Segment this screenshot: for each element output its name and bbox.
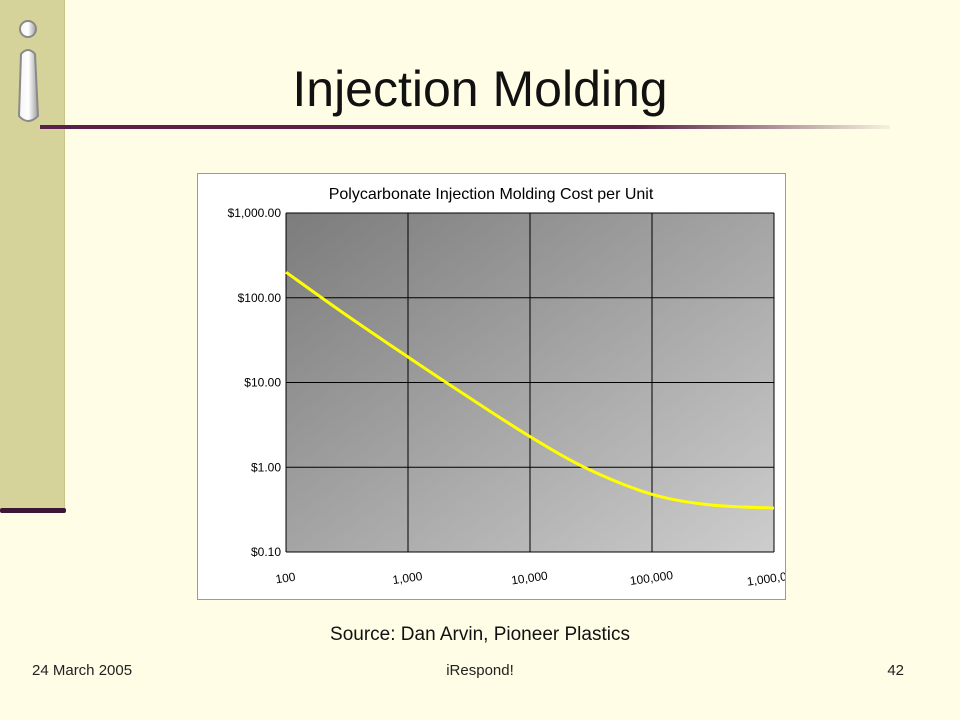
y-tick-label: $1,000.00 <box>228 206 282 220</box>
y-tick-label: $10.00 <box>244 376 281 390</box>
x-tick-label: 10,000 <box>510 569 549 588</box>
page-number: 42 <box>887 662 904 679</box>
footer-presenter: iRespond! <box>446 662 514 679</box>
y-tick-label: $100.00 <box>238 291 282 305</box>
sidebar-rule <box>0 508 66 513</box>
source-caption: Source: Dan Arvin, Pioneer Plastics <box>330 624 630 645</box>
cost-chart: Polycarbonate Injection Molding Cost per… <box>228 186 785 589</box>
cost-curve <box>285 270 775 510</box>
x-tick-label: 100 <box>275 570 297 587</box>
x-tick-label: 1,000 <box>392 569 424 587</box>
y-tick-label: $0.10 <box>251 545 281 559</box>
info-icon <box>17 20 40 122</box>
x-tick-label: 100,000 <box>629 568 674 588</box>
chart-container: Polycarbonate Injection Molding Cost per… <box>197 173 786 600</box>
footer-date: 24 March 2005 <box>32 662 133 679</box>
chart-title: Polycarbonate Injection Molding Cost per… <box>329 186 654 203</box>
y-tick-label: $1.00 <box>251 460 281 474</box>
x-tick-label: 1,000,000 <box>746 567 785 588</box>
title-underline <box>40 125 890 129</box>
slide-title: Injection Molding <box>292 61 668 117</box>
